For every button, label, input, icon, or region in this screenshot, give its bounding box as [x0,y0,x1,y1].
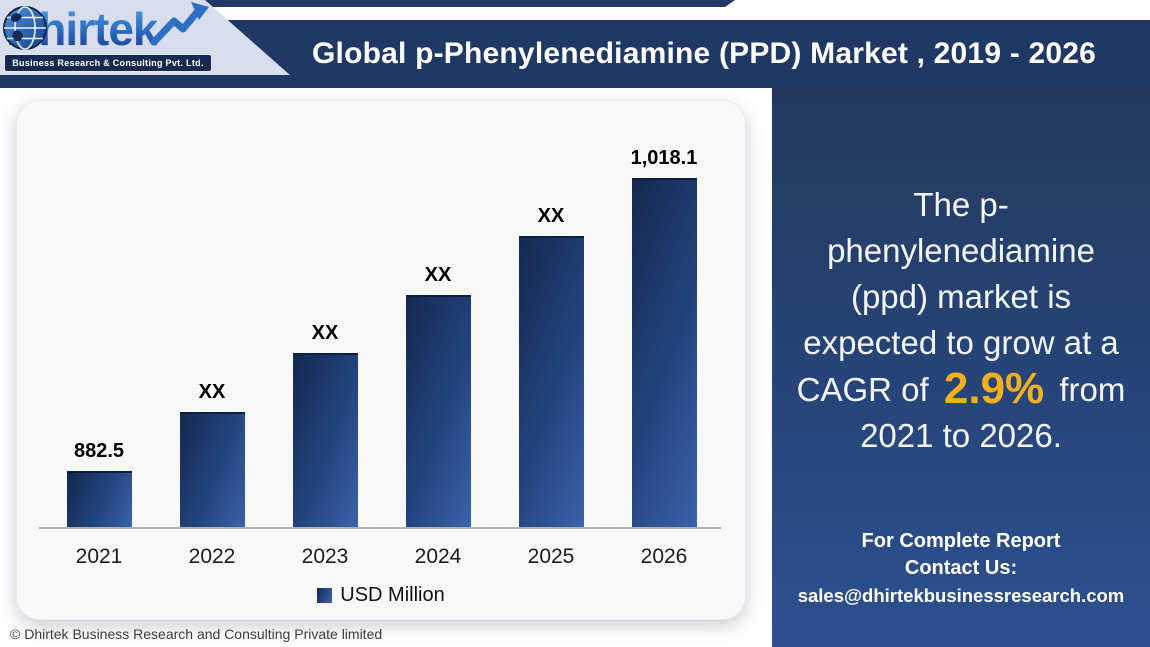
bar-2026 [631,178,697,527]
x-tick-label-2021: 2021 [75,545,123,568]
bar-value-label-2025: XX [537,205,565,227]
bar-2022 [179,412,245,527]
market-summary-text: The p-phenylenediamine (ppd) market is e… [791,182,1131,459]
bar-2025 [518,236,584,527]
header-band: Global p-Phenylenediamine (PPD) Market ,… [0,0,1150,88]
plot-area: 882.5 2021 XX 2022 XX 2023 XX 2024 XX 2025 1,018.1… [39,101,721,568]
page-title: Global p-Phenylenediamine (PPD) Market ,… [312,37,1096,70]
header-accent-strip [203,0,735,7]
copyright-note: © Dhirtek Business Research and Consulti… [10,626,383,642]
x-tick-label-2023: 2023 [301,545,349,568]
contact-line2: Contact Us: [904,557,1018,579]
contact-email: sales@dhirtekbusinessresearch.com [797,585,1125,606]
x-tick-label-2025: 2025 [527,545,575,568]
logo-tagline-badge: Business Research & Consulting Pvt. Ltd. [4,54,212,72]
bar-value-label-2023: XX [311,322,339,344]
bar-value-label-2021: 882.5 [73,440,125,462]
x-tick-label-2026: 2026 [640,545,688,568]
growth-arrow-icon [150,2,209,46]
summary-after-cagr: from 2021 to 2026. [860,371,1126,454]
bar-value-label-2026: 1,018.1 [630,147,698,169]
chart-legend: USD Million [17,584,745,607]
bar-2023 [292,353,358,527]
chart-section: 882.5 2021 XX 2022 XX 2023 XX 2024 XX 2025 1,018.1… [0,88,772,647]
x-tick-label-2022: 2022 [188,545,236,568]
bar-value-label-2024: XX [424,264,452,286]
summary-sidebar: The p-phenylenediamine (ppd) market is e… [772,88,1150,647]
logo-panel: Dhirtek Business Re [0,0,290,75]
bar-value-label-2022: XX [198,381,226,403]
cagr-value: 2.9% [943,364,1045,413]
x-tick-label-2024: 2024 [414,545,462,568]
chart-card: 882.5 2021 XX 2022 XX 2023 XX 2024 XX 2025 1,018.1… [16,100,746,620]
bar-2024 [405,295,471,527]
contact-block: For Complete Report Contact Us: sales@dh… [772,528,1150,609]
bar-2021 [66,471,132,527]
globe-icon [3,6,47,50]
contact-line1: For Complete Report [861,530,1061,552]
summary-before-cagr: The p-phenylenediamine (ppd) market is e… [796,186,1119,408]
legend-swatch-icon [317,588,333,603]
legend-label: USD Million [340,584,445,606]
